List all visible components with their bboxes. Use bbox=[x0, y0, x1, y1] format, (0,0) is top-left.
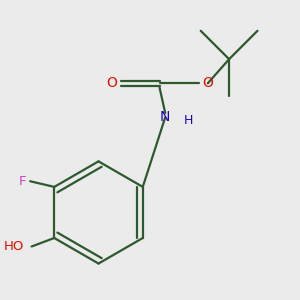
Text: O: O bbox=[202, 76, 213, 90]
Text: H: H bbox=[184, 114, 193, 127]
Text: N: N bbox=[160, 110, 170, 124]
Text: O: O bbox=[106, 76, 117, 90]
Text: HO: HO bbox=[4, 240, 25, 253]
Text: F: F bbox=[18, 175, 26, 188]
